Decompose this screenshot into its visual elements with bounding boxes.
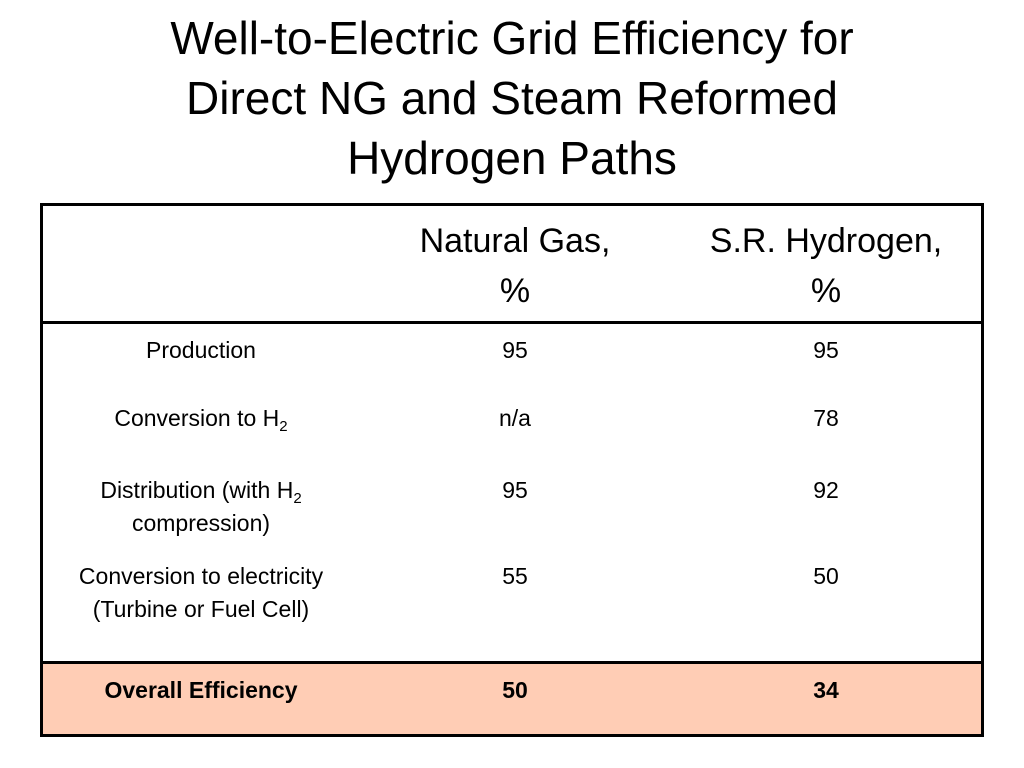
- natural-gas-cell: 55: [502, 563, 528, 589]
- row-label-text: compression): [131, 510, 271, 536]
- total-label: Overall Efficiency: [43, 660, 359, 734]
- slide-title-line: Hydrogen Paths: [347, 132, 677, 184]
- natural-gas-cell: n/a: [499, 405, 531, 431]
- column-header-text: S.R. Hydrogen,: [709, 222, 943, 260]
- row-label-subscript: 2: [279, 418, 288, 435]
- sr-hydrogen-cell: 78: [813, 405, 839, 431]
- sr-hydrogen-cell: 92: [813, 477, 839, 503]
- row-label-subscript: 2: [293, 490, 302, 507]
- natural-gas-total: 50: [359, 660, 671, 734]
- column-header-stage: [43, 206, 359, 324]
- table-row: Distribution (with H2 compression) 95 92: [43, 464, 981, 550]
- row-label: Production: [146, 336, 256, 363]
- natural-gas-cell: 95: [502, 336, 528, 363]
- sr-hydrogen-cell: 95: [813, 336, 839, 363]
- row-label-text: Distribution (with H: [100, 477, 294, 503]
- efficiency-table-grid: Natural Gas, % S.R. Hydrogen, % Producti…: [43, 206, 981, 734]
- column-header-unit: %: [499, 272, 531, 310]
- row-label: Conversion to H2: [43, 392, 359, 464]
- row-label: Distribution (with H2 compression): [43, 464, 359, 550]
- slide-title: Well-to-Electric Grid Efficiency for Dir…: [60, 8, 964, 188]
- column-header-natural-gas: Natural Gas, %: [359, 206, 671, 324]
- column-header-text: Natural Gas,: [419, 222, 611, 260]
- column-header-unit: %: [810, 272, 842, 310]
- table-header-row: Natural Gas, % S.R. Hydrogen, %: [43, 206, 981, 324]
- slide-title-line: Well-to-Electric Grid Efficiency for: [170, 12, 854, 64]
- natural-gas-cell: 95: [502, 477, 528, 503]
- sr-hydrogen-cell: 50: [813, 563, 839, 589]
- column-header-sr-hydrogen: S.R. Hydrogen, %: [671, 206, 981, 324]
- table-row: Conversion to electricity (Turbine or Fu…: [43, 550, 981, 662]
- efficiency-table: Natural Gas, % S.R. Hydrogen, % Producti…: [40, 203, 984, 737]
- slide-title-line: Direct NG and Steam Reformed: [186, 72, 838, 124]
- table-row: Conversion to H2 n/a 78: [43, 392, 981, 464]
- overall-efficiency-row: Overall Efficiency 50 34: [43, 660, 981, 734]
- sr-hydrogen-total: 34: [671, 660, 981, 734]
- table-row: Production 95 95: [43, 322, 981, 392]
- row-label: Conversion to electricity (Turbine or Fu…: [78, 563, 324, 622]
- row-label-text: Conversion to H: [114, 405, 280, 431]
